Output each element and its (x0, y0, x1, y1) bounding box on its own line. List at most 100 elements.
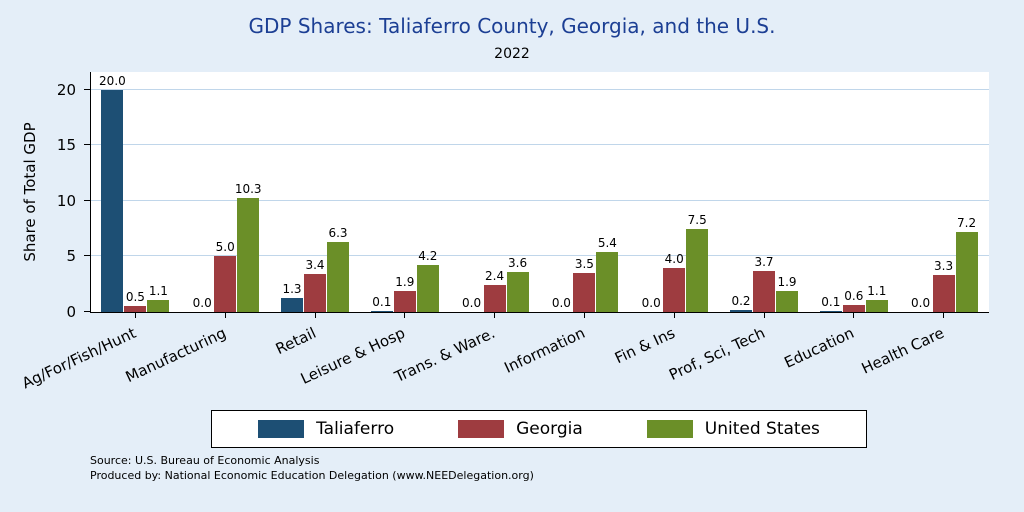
y-tick-mark (84, 311, 90, 312)
bar-value-label: 0.5 (125, 290, 145, 305)
bar-georgia (932, 275, 955, 312)
bar-value-label: 1.1 (148, 283, 168, 298)
bar-value-label: 6.3 (328, 226, 348, 240)
x-category-label: Information (501, 323, 588, 377)
bar-taliaferro (730, 309, 752, 312)
gridline (91, 144, 989, 146)
bar-value-label: 0.0 (641, 296, 661, 310)
gridline (91, 255, 989, 257)
x-category-label: Leisure & Hosp (298, 323, 409, 388)
bar-united-states (865, 299, 888, 312)
bar-value-label: 0.0 (462, 296, 482, 310)
legend-swatch-georgia (458, 420, 505, 438)
x-tick-mark (404, 313, 406, 318)
bar-value-label: 0.0 (192, 296, 212, 310)
bar-value-label: 7.5 (687, 212, 707, 227)
bar-value-label: 0.1 (821, 294, 841, 309)
bar-georgia (842, 305, 865, 312)
bar-value-label: 3.6 (508, 256, 528, 270)
bar-value-label: 3.7 (754, 254, 774, 269)
bar-georgia (663, 267, 686, 312)
legend: Taliaferro Georgia United States (211, 410, 867, 448)
y-tick-label: 5 (66, 247, 76, 266)
legend-item-taliaferro: Taliaferro (258, 419, 394, 439)
bar-united-states (506, 272, 529, 312)
y-tick-mark (84, 144, 90, 146)
legend-item-georgia: Georgia (458, 419, 583, 439)
y-tick-mark (84, 199, 90, 201)
legend-swatch-taliaferro (258, 420, 305, 438)
bar-value-label: 4.0 (664, 251, 684, 266)
bar-value-label: 3.5 (574, 257, 594, 272)
x-tick-mark (853, 313, 855, 318)
legend-label-united-states: United States (704, 419, 820, 439)
y-tick-mark (84, 255, 90, 257)
bar-value-label: 5.4 (597, 236, 617, 250)
legend-item-united-states: United States (646, 419, 820, 439)
chart-subtitle: 2022 (494, 46, 530, 62)
bar-taliaferro (281, 297, 303, 312)
bar-value-label: 20.0 (99, 73, 126, 88)
x-tick-mark (134, 313, 136, 318)
bar-georgia (573, 273, 596, 312)
gridline (91, 199, 989, 201)
bar-value-label: 4.2 (418, 249, 438, 264)
x-tick-mark (494, 313, 496, 318)
bar-taliaferro (819, 310, 842, 312)
bar-georgia (124, 306, 147, 312)
bar-value-label: 2.4 (485, 269, 505, 284)
x-tick-mark (314, 313, 316, 318)
legend-label-taliaferro: Taliaferro (316, 419, 395, 439)
y-tick-label: 0 (66, 303, 76, 321)
x-tick-mark (763, 313, 765, 318)
bar-taliaferro (370, 310, 393, 312)
source-note: Source: U.S. Bureau of Economic Analysis (90, 454, 320, 467)
produced-note: Produced by: National Economic Education… (90, 469, 534, 482)
bar-georgia (214, 256, 237, 312)
x-tick-mark (943, 313, 945, 318)
bar-value-label: 1.3 (282, 281, 302, 296)
bar-georgia (393, 290, 416, 312)
bar-value-label: 0.0 (551, 296, 571, 310)
x-category-label: Health Care (858, 323, 947, 378)
x-tick-mark (583, 313, 585, 318)
x-tick-mark (224, 313, 226, 318)
legend-swatch-united-states (646, 420, 693, 438)
bar-value-label: 1.1 (867, 283, 887, 298)
bar-value-label: 10.3 (234, 181, 262, 196)
bar-value-label: 0.1 (372, 294, 392, 309)
bar-united-states (237, 197, 260, 312)
bar-value-label: 0.2 (731, 293, 751, 308)
bar-value-label: 5.0 (215, 240, 235, 255)
bar-united-states (776, 290, 798, 312)
bar-united-states (147, 299, 170, 312)
x-category-label: Education (781, 323, 858, 372)
bar-united-states (686, 228, 709, 312)
y-tick-mark (84, 88, 90, 90)
x-category-label: Prof, Sci, Tech (665, 323, 768, 384)
x-axis: Ag/For/Fish/Hunt Manufacturing Retail Leisu… (19, 313, 988, 403)
plot-area: 20.0 0.5 1.1 0.0 5.0 10.3 1.3 3.4 6.3 0.1 1.9 4.2 0.… (90, 72, 989, 313)
legend-label-georgia: Georgia (516, 419, 583, 439)
y-axis: 0 5 10 15 20 (0, 72, 90, 321)
y-tick-label: 10 (56, 191, 76, 210)
bar-value-label: 0.6 (844, 289, 864, 304)
bar-value-label: 0.0 (911, 296, 931, 310)
y-tick-label: 20 (56, 80, 76, 99)
gridline (91, 88, 989, 90)
footer: Source: U.S. Bureau of Economic Analysis… (90, 453, 534, 483)
bar-value-label: 7.2 (957, 216, 977, 230)
x-tick-mark (673, 313, 675, 318)
x-category-label: Trans. & Ware. (391, 323, 498, 387)
bar-united-states (955, 232, 978, 312)
bar-united-states (596, 252, 619, 312)
x-category-label: Manufacturing (122, 323, 229, 387)
bar-georgia (753, 270, 775, 312)
bar-georgia (304, 274, 326, 312)
bar-united-states (327, 242, 349, 312)
bar-value-label: 1.9 (777, 274, 797, 289)
bar-taliaferro (101, 89, 124, 312)
x-category-label: Fin & Ins (611, 323, 678, 368)
legend-wrap: Taliaferro Georgia United States (90, 410, 988, 448)
